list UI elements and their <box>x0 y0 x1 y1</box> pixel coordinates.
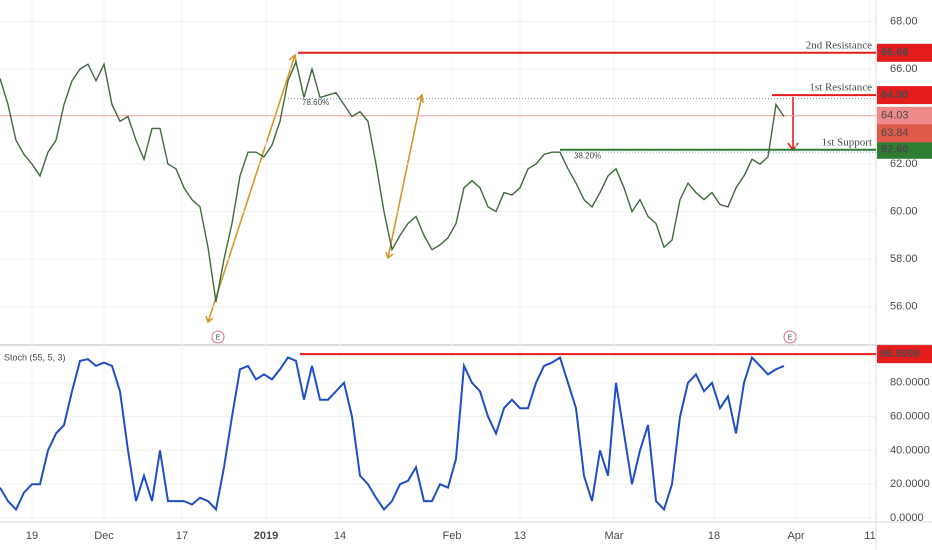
event-marker <box>211 330 225 344</box>
y-tick-label: 60.0000 <box>890 411 930 423</box>
x-tick-label: 2019 <box>254 530 278 542</box>
x-tick-label: Mar <box>605 530 624 542</box>
arrow-head <box>288 53 297 64</box>
x-tick-label: 17 <box>176 530 188 542</box>
y-tick-label: 40.0000 <box>890 444 930 456</box>
y-tick-label: 60.00 <box>890 206 918 218</box>
fib-label: 38.20% <box>574 151 601 160</box>
trend-arrows <box>205 53 424 324</box>
price-badge <box>877 345 932 364</box>
y-tick-label: 62.00 <box>890 158 918 170</box>
fib-label: 78.60% <box>302 98 329 107</box>
arrow-head <box>385 251 394 260</box>
price-badge <box>877 140 932 159</box>
level-label: 1st Support <box>822 136 872 148</box>
price-line <box>0 355 785 512</box>
price-badge-label: 64.03 <box>881 110 909 122</box>
y-tick-label: 80.0000 <box>890 377 930 389</box>
price-badge <box>877 86 932 105</box>
y-tick-label: 58.00 <box>890 253 918 265</box>
x-tick-label: 19 <box>26 530 38 542</box>
y-tick-label: 0.0000 <box>890 512 924 524</box>
x-tick-label: 14 <box>334 530 346 542</box>
price-badge-label: 96.9908 <box>880 348 920 360</box>
y-tick-label: 56.00 <box>890 301 918 313</box>
indicator-title: Stoch (55, 5, 3) <box>4 352 66 362</box>
arrow <box>207 54 296 323</box>
x-tick-label: 13 <box>514 530 526 542</box>
price-badge <box>877 43 932 62</box>
event-label: E <box>216 334 221 341</box>
y-tick-label: 20.0000 <box>890 478 930 490</box>
event-marker <box>783 330 797 344</box>
arrow-head <box>416 93 424 104</box>
x-tick-label: 18 <box>708 530 720 542</box>
level-label: 1st Resistance <box>809 82 872 94</box>
x-tick-label: Apr <box>787 530 804 542</box>
arrow-head <box>205 315 214 324</box>
price-badge-label: 62.60 <box>881 144 909 156</box>
event-label: E <box>788 334 793 341</box>
y-tick-label: 68.00 <box>890 15 918 27</box>
price-badge-label: 63.84 <box>881 127 909 139</box>
price-badge <box>877 124 932 143</box>
price-badge <box>877 106 932 125</box>
price-line <box>0 59 785 303</box>
x-tick-label: Feb <box>443 530 462 542</box>
price-badge-label: 64.90 <box>881 89 909 101</box>
y-tick-label: 66.00 <box>890 63 918 75</box>
level-label: 2nd Resistance <box>806 39 872 51</box>
x-tick-label: 11 <box>864 530 875 542</box>
x-tick-label: Dec <box>94 530 114 542</box>
price-badge-label: 66.68 <box>881 47 909 59</box>
arrow <box>387 94 423 259</box>
